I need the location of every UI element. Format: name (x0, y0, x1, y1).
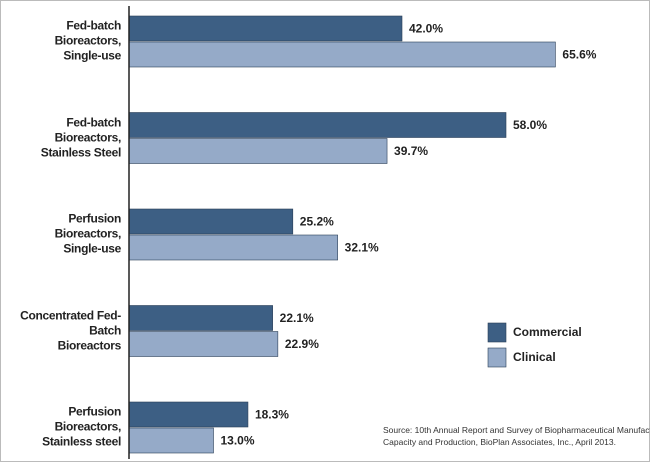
bar (128, 208, 294, 235)
value-label: 25.2% (300, 215, 334, 229)
value-label: 32.1% (345, 241, 379, 255)
category-label: Perfusion Bioreactors, Stainless steel (42, 404, 121, 449)
bar (128, 112, 507, 138)
bar (128, 305, 273, 331)
category-label: Perfusion Bioreactors, Single-use (54, 211, 122, 256)
value-label: 22.9% (285, 337, 319, 351)
value-label: 42.0% (409, 22, 443, 36)
source-line: Capacity and Production, BioPlan Associa… (383, 437, 616, 447)
category-label: Fed-batch Bioreactors, Single-use (54, 18, 122, 63)
legend-label: Clinical (513, 350, 556, 364)
bar (128, 401, 249, 428)
value-label: 58.0% (513, 118, 547, 132)
bar (128, 331, 279, 357)
bar (128, 41, 556, 68)
category-label: Concentrated Fed-Batch Bioreactors (20, 308, 121, 352)
value-label: 39.7% (394, 144, 428, 158)
bar (128, 138, 388, 164)
legend-swatch (487, 347, 507, 368)
bar (128, 15, 403, 42)
category-label: Fed-batch Bioreactors, Stainless Steel (40, 115, 122, 159)
bar (128, 427, 214, 454)
value-label: 65.6% (562, 48, 596, 62)
legend-label: Commercial (513, 325, 582, 339)
legend-swatch (487, 322, 507, 343)
value-label: 13.0% (221, 434, 255, 448)
value-label: 22.1% (280, 311, 314, 325)
source-note: Source: 10th Annual Report and Survey of… (383, 424, 650, 448)
bar (128, 234, 338, 261)
source-line: Source: 10th Annual Report and Survey of… (383, 425, 650, 435)
value-label: 18.3% (255, 408, 289, 422)
